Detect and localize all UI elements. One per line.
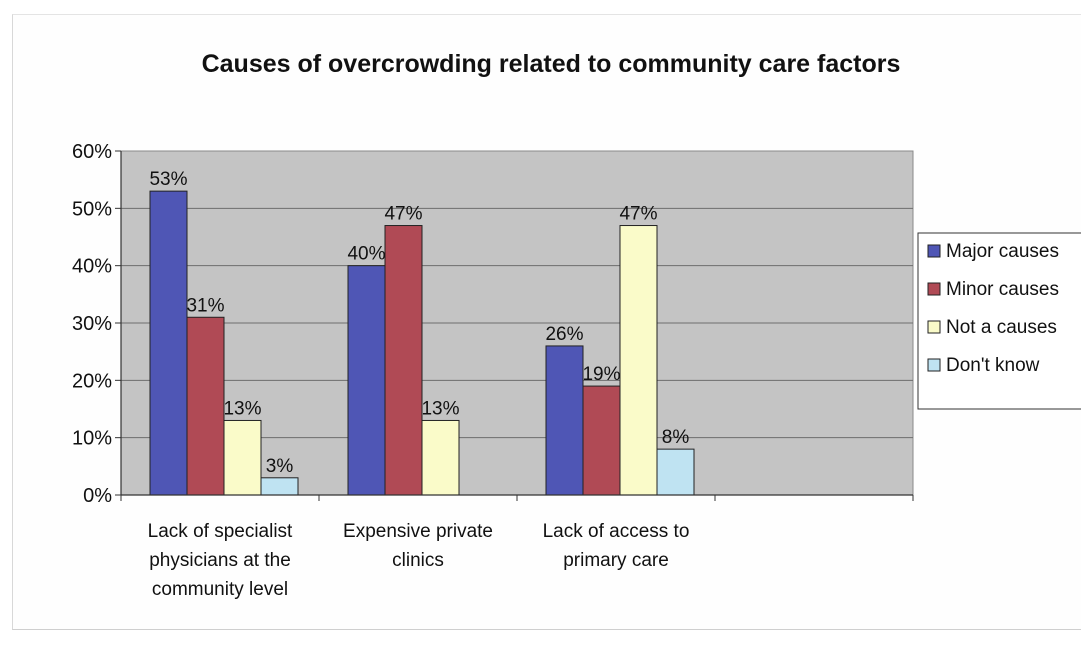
axes: 0% 10% 20% 30% 40% 50% 60% Lack of specialist ph… xyxy=(72,141,914,600)
data-labels: 53% 31% 13% 3% 40% 47% 13% 26% 19% 47% 8% xyxy=(149,169,689,477)
data-label: 3% xyxy=(266,456,294,477)
data-label: 26% xyxy=(545,324,583,345)
x-category-label: Expensive private clinics xyxy=(343,521,493,571)
legend-swatch xyxy=(927,358,941,372)
data-label: 47% xyxy=(384,204,422,225)
bar xyxy=(619,225,658,496)
bar xyxy=(347,265,386,496)
legend-swatch xyxy=(927,282,941,296)
x-category-label: Lack of access to primary care xyxy=(543,521,690,571)
data-label: 13% xyxy=(223,398,261,419)
legend-label: Major causes xyxy=(946,241,1059,262)
bar xyxy=(260,477,299,496)
bar xyxy=(223,419,262,496)
legend-label: Minor causes xyxy=(946,279,1059,300)
data-label: 31% xyxy=(186,295,224,316)
legend-swatch xyxy=(927,320,941,334)
bars xyxy=(149,190,695,496)
legend: Major causes Minor causes Not a causes Don'… xyxy=(917,232,1081,410)
bar xyxy=(421,419,460,496)
bar xyxy=(656,448,695,496)
chart-frame: Causes of overcrowding related to commun… xyxy=(12,14,1081,630)
y-tick-label: 20% xyxy=(72,370,112,392)
data-label: 53% xyxy=(149,169,187,190)
data-label: 8% xyxy=(662,427,690,448)
data-label: 47% xyxy=(619,204,657,225)
y-tick-label: 10% xyxy=(72,428,112,450)
chart-title: Causes of overcrowding related to commun… xyxy=(202,50,901,78)
bar xyxy=(545,345,584,496)
legend-swatch xyxy=(927,244,941,258)
y-tick-label: 0% xyxy=(83,485,112,507)
y-tick-label: 60% xyxy=(72,141,112,163)
bar xyxy=(582,385,621,496)
legend-box xyxy=(917,232,1081,410)
chart: Causes of overcrowding related to commun… xyxy=(72,50,1081,600)
bar xyxy=(149,190,188,496)
data-label: 40% xyxy=(347,244,385,265)
legend-label: Don't know xyxy=(946,355,1040,376)
y-tick-label: 50% xyxy=(72,198,112,220)
x-category-label: Lack of specialist physicians at the commu… xyxy=(148,521,293,600)
bar xyxy=(186,316,225,496)
y-tick-label: 40% xyxy=(72,256,112,278)
y-tick-label: 30% xyxy=(72,313,112,335)
data-label: 19% xyxy=(582,364,620,385)
data-label: 13% xyxy=(421,398,459,419)
legend-label: Not a causes xyxy=(946,317,1057,338)
bar xyxy=(384,225,423,496)
